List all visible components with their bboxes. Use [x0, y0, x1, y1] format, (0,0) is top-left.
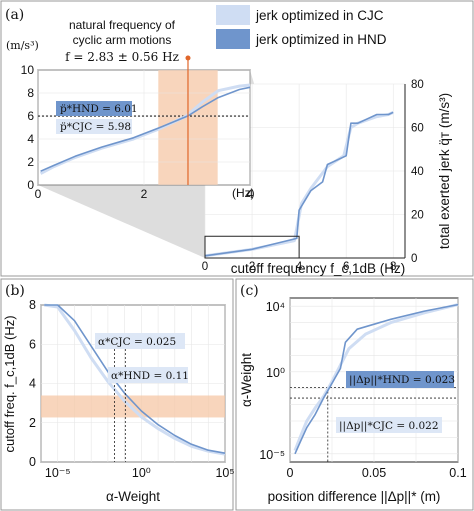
panel-a-label: (a) — [5, 7, 24, 23]
main-ytick-label: 20 — [411, 210, 424, 222]
panel-c-series-line — [294, 303, 459, 455]
legend-swatch-cjc — [216, 5, 250, 25]
panel-c-xtick-label: 0.1 — [449, 466, 466, 480]
main-axes — [204, 84, 406, 259]
panel-b-ylabel: cutoff freq. f_c,1dB (Hz) — [2, 315, 17, 452]
panel-b-frame — [0, 278, 234, 511]
box-cjc — [56, 119, 132, 134]
inset-ticks: 0 2 4 0 2 4 6 8 10 — [21, 63, 254, 201]
panel-b-vlines — [114, 341, 126, 462]
panel-c-box-cjc — [336, 417, 442, 433]
main-xlabel: cutoff frequency f_c,1dB (Hz) — [231, 261, 406, 276]
main-right-ylabel: total exerted jerk q̈ᴛ (m/s³) — [437, 93, 452, 249]
inset-ytick-label: 4 — [27, 132, 34, 146]
main-xtick-label: 2 — [249, 261, 255, 273]
main-series-line — [204, 111, 394, 257]
main-xtick-label: 6 — [343, 261, 349, 273]
inset-ytick-label: 8 — [27, 86, 34, 100]
inset-xtick-label: 2 — [141, 187, 148, 201]
panel-b-ytick-label: 2 — [29, 416, 36, 430]
main-xtick-label: 8 — [390, 261, 396, 273]
annotation-title-2: cyclic arm motions — [73, 33, 172, 47]
panel-b-box-cjc — [95, 333, 185, 349]
annotation-title-1: natural frequency of — [69, 18, 176, 32]
legend-label-cjc: jerk optimized in CJC — [255, 8, 384, 23]
panel-c-xtick-label: 0.05 — [362, 466, 386, 480]
panel-b-series-line — [44, 304, 226, 454]
main-ytick-label: 60 — [411, 123, 424, 135]
panel-c-xlabel: position difference ||Δp||* (m) — [268, 489, 441, 504]
panel-b-ytick-label: 8 — [29, 298, 36, 312]
panel-c-label: (c) — [240, 283, 259, 299]
main-ytick-label: 0 — [411, 253, 417, 265]
panel-b-series — [44, 303, 226, 456]
inset-series-line — [39, 83, 251, 175]
inset-series-line — [40, 86, 251, 172]
panel-c: 0 0.05 0.1 10⁻⁵ 10⁰ 10⁴ ||Δp||*HND = 0.023 ||… — [239, 297, 467, 504]
panel-b-grid — [40, 304, 226, 463]
panel-b-ticks: 10⁻⁵ 10⁰ 10⁵ 0 2 4 6 8 — [29, 298, 235, 480]
legend-label-hnd: jerk optimized in HND — [255, 32, 387, 47]
inset-ytick-label: 0 — [27, 178, 34, 192]
panel-c-series-line — [293, 303, 459, 452]
panel-c-ticks: 0 0.05 0.1 10⁻⁵ 10⁰ 10⁴ — [259, 300, 466, 480]
inset-series — [39, 83, 251, 175]
box-hnd-text: p̈*HND = 6.01 — [60, 102, 138, 115]
panel-b: 10⁻⁵ 10⁰ 10⁵ 0 2 4 6 8 α*CJC = 0.025 α*HND = 0.… — [2, 298, 235, 504]
panel-c-ytick-label: 10⁻⁵ — [259, 448, 285, 462]
panel-b-xlabel: α-Weight — [106, 489, 160, 504]
box-cjc-text: p̈*CJC = 5.98 — [60, 120, 131, 133]
panel-b-xtick-label: 10⁰ — [132, 466, 151, 480]
panel-c-frame — [235, 278, 474, 511]
panel-c-box-cjc-text: ||Δp||*CJC = 0.022 — [339, 420, 439, 433]
main-ytick-label: 40 — [411, 166, 424, 178]
annotation-formula: f = 2.83 ± 0.56 Hz — [65, 50, 179, 64]
legend-swatch-hnd — [216, 29, 250, 49]
inset-ytick-label: 10 — [21, 63, 35, 77]
main-xtick-label: 0 — [202, 261, 208, 273]
panel-c-ylabel: α-Weight — [239, 353, 254, 407]
inset-xtick-label: 0 — [35, 187, 42, 201]
main-xtick-label: 4 — [296, 261, 303, 273]
panel-b-series-line — [44, 303, 226, 456]
main-series — [204, 110, 394, 258]
panel-b-box-hnd — [108, 367, 188, 383]
panel-b-box-hnd-text: α*HND = 0.11 — [111, 370, 189, 382]
panel-b-xtick-label: 10⁵ — [215, 466, 234, 480]
inset-ytick-label: 2 — [27, 155, 34, 169]
inset-hz-label: (Hz) — [232, 186, 255, 200]
main-ytick-label: 80 — [411, 79, 424, 91]
panel-c-series — [293, 303, 459, 455]
panel-c-box-hnd — [346, 371, 454, 388]
box-hnd — [56, 101, 132, 116]
panel-c-ytick-label: 10⁰ — [266, 366, 285, 380]
panel-b-ytick-label: 6 — [29, 337, 36, 351]
panel-b-xtick-label: 10⁻⁵ — [45, 466, 71, 480]
left-unit: (m/s³) — [6, 39, 39, 52]
panel-a-frame — [0, 0, 474, 277]
panel-c-xtick-label: 0 — [287, 466, 294, 480]
panel-b-ytick-label: 4 — [29, 377, 36, 391]
inset-xtick-label: 4 — [247, 187, 254, 201]
panel-b-box-cjc-text: α*CJC = 0.025 — [98, 336, 176, 348]
natural-frequency-dot — [185, 55, 191, 61]
zoom-region-box — [204, 235, 300, 259]
panel-b-band — [41, 395, 225, 418]
panel-b-ytick-label: 0 — [29, 455, 36, 469]
panel-c-ytick-label: 10⁴ — [266, 300, 285, 314]
panel-b-label: (b) — [5, 283, 25, 299]
inset-ytick-label: 6 — [27, 109, 34, 123]
panel-c-box-hnd-text: ||Δp||*HND = 0.023 — [349, 374, 455, 387]
